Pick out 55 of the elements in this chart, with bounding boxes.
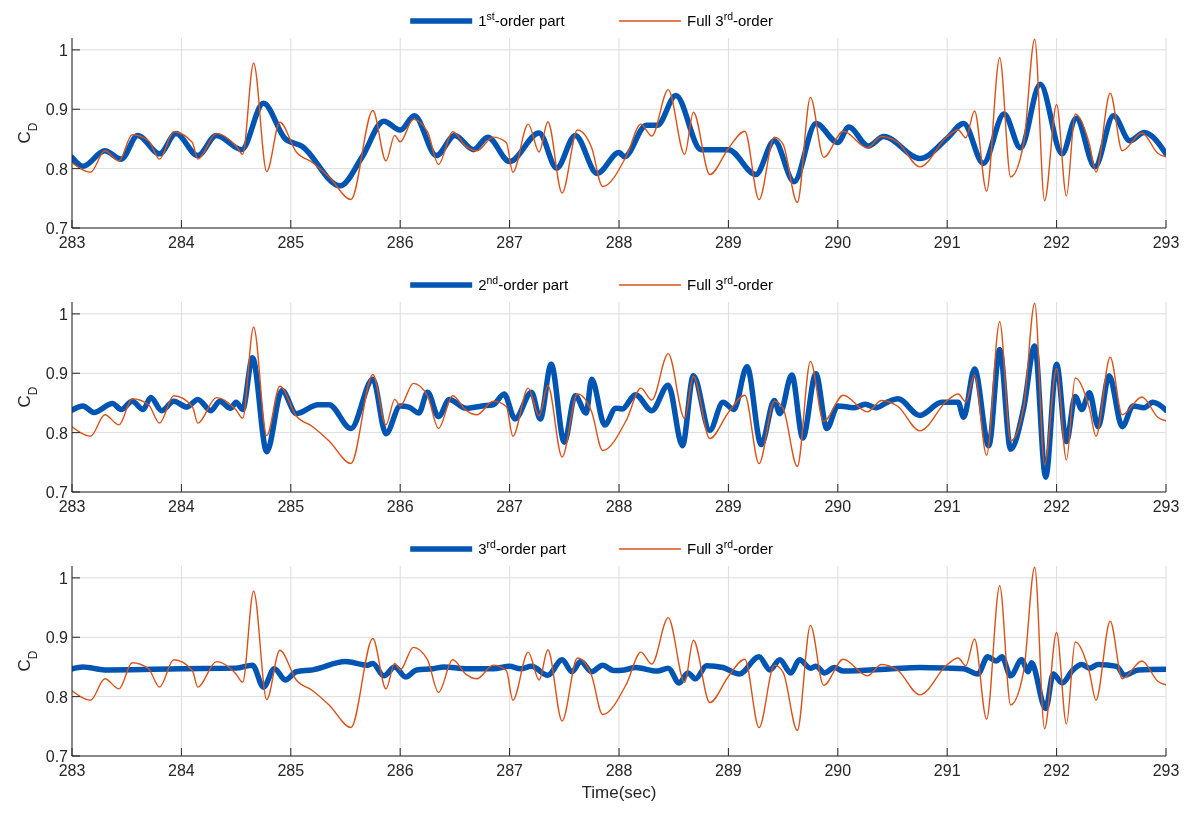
x-tick-label: 289 xyxy=(715,234,742,251)
line-series xyxy=(72,38,1166,204)
x-tick-label: 289 xyxy=(715,498,742,515)
x-axis-title: Time(sec) xyxy=(581,783,657,802)
x-tick-label: 291 xyxy=(933,234,961,251)
line-series xyxy=(72,566,1166,732)
y-tick-label: 0.8 xyxy=(45,688,69,706)
y-tick-label: 1 xyxy=(59,305,69,323)
x-tick-label: 289 xyxy=(715,762,742,779)
legend-label: 3$^{rd}$-order part xyxy=(478,538,567,557)
x-tick-label: 286 xyxy=(386,498,414,515)
y-tick-label: 0.7 xyxy=(45,484,69,501)
x-tick-label: 287 xyxy=(496,234,524,251)
x-tick-label: 293 xyxy=(1152,498,1180,515)
y-tick-label: 0.7 xyxy=(45,748,69,765)
x-tick-label: 291 xyxy=(933,498,961,515)
x-tick-label: 285 xyxy=(277,498,305,515)
y-tick-label: 1 xyxy=(59,41,69,59)
legend-label: Full 3$^{rd}$-order xyxy=(687,10,774,29)
x-tick-label: 290 xyxy=(824,762,852,779)
y-tick-label: 0.8 xyxy=(45,424,69,442)
x-tick-label: 283 xyxy=(58,498,86,515)
x-tick-label: 290 xyxy=(824,498,852,515)
x-tick-label: 288 xyxy=(605,762,633,779)
y-tick-label: 0.7 xyxy=(45,220,69,237)
x-tick-label: 286 xyxy=(386,234,414,251)
x-tick-label: 287 xyxy=(496,762,524,779)
x-tick-label: 292 xyxy=(1043,234,1071,251)
y-tick-label: 0.9 xyxy=(45,629,69,647)
x-tick-label: 283 xyxy=(58,762,86,779)
x-tick-label: 286 xyxy=(386,762,414,779)
y-tick-label: 0.9 xyxy=(45,365,69,383)
y-tick-label: 1 xyxy=(59,569,69,587)
x-tick-label: 293 xyxy=(1152,234,1180,251)
x-tick-label: 290 xyxy=(824,234,852,251)
x-tick-label: 291 xyxy=(933,762,961,779)
legend-label: 2$^{nd}$-order part xyxy=(478,274,570,293)
x-tick-label: 285 xyxy=(277,234,305,251)
legend-label: Full 3$^{rd}$-order xyxy=(687,538,774,557)
x-tick-label: 292 xyxy=(1043,498,1071,515)
x-tick-label: 283 xyxy=(58,234,86,251)
x-tick-label: 287 xyxy=(496,498,524,515)
legend-label: 1$^{st}$-order part xyxy=(478,10,566,29)
x-tick-label: 284 xyxy=(168,234,195,251)
x-tick-label: 293 xyxy=(1152,762,1180,779)
x-tick-label: 288 xyxy=(605,234,633,251)
legend-label: Full 3$^{rd}$-order xyxy=(687,274,774,293)
x-tick-label: 284 xyxy=(168,498,195,515)
y-tick-label: 0.9 xyxy=(45,101,69,119)
y-tick-label: 0.8 xyxy=(45,160,69,178)
x-tick-label: 285 xyxy=(277,762,305,779)
x-tick-label: 288 xyxy=(605,498,633,515)
x-tick-label: 292 xyxy=(1043,762,1071,779)
line-series xyxy=(72,302,1166,468)
x-tick-label: 284 xyxy=(168,762,195,779)
